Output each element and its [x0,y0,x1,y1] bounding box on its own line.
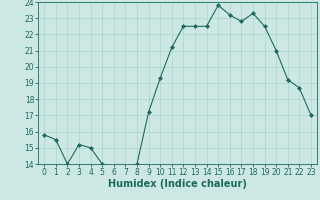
X-axis label: Humidex (Indice chaleur): Humidex (Indice chaleur) [108,179,247,189]
